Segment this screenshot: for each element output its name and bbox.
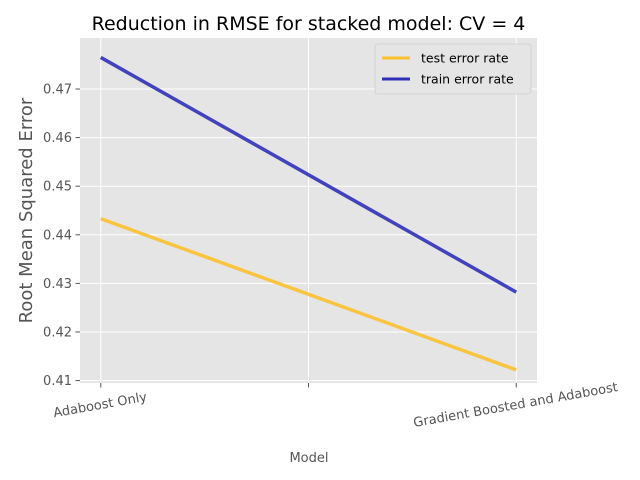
series-line-1 xyxy=(99,55,518,294)
legend-label-train: train error rate xyxy=(421,72,514,87)
y-tick-label: 0.44 xyxy=(43,228,72,243)
series-lines xyxy=(99,55,518,372)
y-tick-label: 0.41 xyxy=(43,374,72,389)
series-line-0 xyxy=(100,217,517,372)
legend-box xyxy=(374,43,532,95)
x-tick-label: Adaboost Only xyxy=(52,390,148,421)
y-tick-label: 0.47 xyxy=(43,83,72,98)
y-axis-label: Root Mean Squared Error xyxy=(16,97,37,323)
legend: test error rate train error rate xyxy=(374,43,532,95)
legend-label-test: test error rate xyxy=(421,51,509,66)
y-tick-label: 0.46 xyxy=(43,131,72,146)
y-tick-label: 0.45 xyxy=(43,180,72,195)
x-tick-label: Gradient Boosted and Adaboost xyxy=(412,380,619,431)
y-tick-label: 0.43 xyxy=(43,277,72,292)
chart-title: Reduction in RMSE for stacked model: CV … xyxy=(92,13,526,35)
y-tick-label: 0.42 xyxy=(43,325,72,340)
x-axis-label: Model xyxy=(289,451,328,466)
